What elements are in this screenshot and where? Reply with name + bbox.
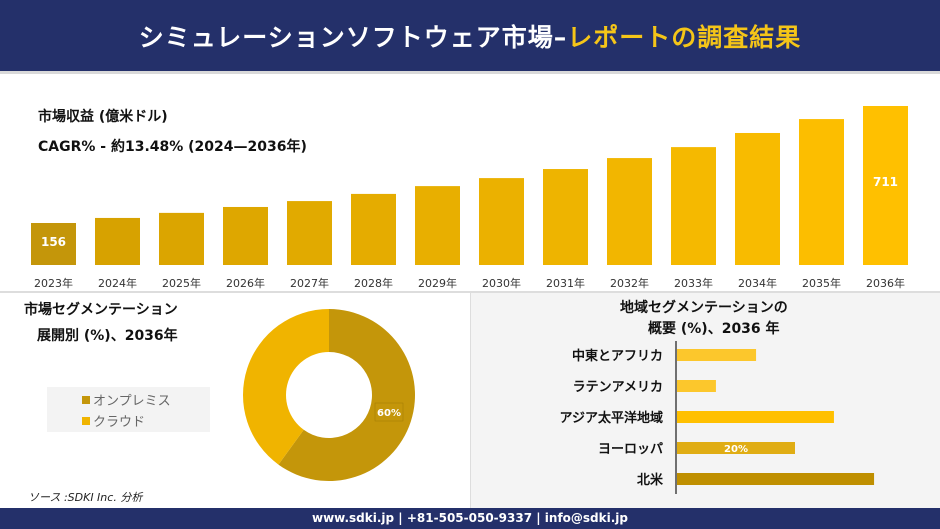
revenue-bar: [799, 119, 844, 265]
legend-item: オンプレミス: [82, 390, 171, 409]
revenue-bar: [287, 201, 332, 265]
data-label: 156: [41, 235, 66, 249]
region-subtitle: 概要 (%)、2036 年: [648, 321, 780, 337]
revenue-bar: [863, 106, 908, 265]
x-tick-label: 2028年: [354, 276, 393, 290]
x-tick-label: 2027年: [290, 276, 329, 290]
donut-slice: [242, 309, 329, 465]
source-note: ソース :SDKI Inc. 分析: [28, 491, 143, 504]
revenue-bar: [159, 212, 204, 265]
revenue-bar: [735, 132, 780, 265]
x-tick-label: 2030年: [482, 276, 521, 290]
donut-slice: [278, 309, 415, 481]
revenue-bar: [31, 223, 76, 265]
page-title: シミュレーションソフトウェア市場–レポートの調査結果: [138, 23, 802, 52]
x-tick-label: 2029年: [418, 276, 457, 290]
revenue-bar: [479, 178, 524, 265]
revenue-bar: [95, 217, 140, 265]
x-tick-label: 2033年: [674, 276, 713, 290]
data-label: 711: [873, 175, 898, 189]
revenue-bar: [607, 158, 652, 265]
revenue-bar: [351, 193, 396, 265]
data-label-box: [374, 402, 404, 422]
header: シミュレーションソフトウェア市場–レポートの調査結果: [0, 0, 940, 74]
donut-legend: オンプレミス クラウド: [47, 387, 210, 432]
x-tick-label: 2031年: [546, 276, 585, 290]
revenue-label: 市場収益 (億米ドル): [38, 109, 168, 125]
segment-subtitle: 展開別 (%)、2036年: [37, 328, 178, 344]
x-tick-label: 2032年: [610, 276, 649, 290]
region-title: 地域セグメンテーションの: [620, 300, 788, 316]
footer: www.sdki.jp | +81-505-050-9337 | info@sd…: [0, 508, 940, 529]
legend-item: クラウド: [82, 411, 145, 430]
data-label: 60%: [377, 408, 401, 419]
x-tick-label: 2024年: [98, 276, 137, 290]
legend-swatch: [82, 395, 90, 404]
legend-swatch: [82, 416, 90, 425]
x-tick-label: 2035年: [802, 276, 841, 290]
x-tick-label: 2034年: [738, 276, 777, 290]
revenue-bar-chart: 2023年 156 2024年 2025年 2026年 2027年 2028年 2029年 20…: [31, 106, 908, 290]
revenue-bar: [223, 206, 268, 265]
segment-title: 市場セグメンテーション: [24, 302, 178, 318]
revenue-bar: [543, 169, 588, 265]
revenue-bar: [671, 147, 716, 265]
revenue-bar: [415, 186, 460, 265]
x-tick-label: 2026年: [226, 276, 265, 290]
x-tick-label: 2025年: [162, 276, 201, 290]
x-tick-label: 2023年: [34, 276, 73, 290]
divider: [0, 291, 940, 293]
x-tick-label: 2036年: [866, 276, 905, 290]
cagr-label: CAGR% - 約13.48% (2024—2036年): [38, 139, 307, 155]
